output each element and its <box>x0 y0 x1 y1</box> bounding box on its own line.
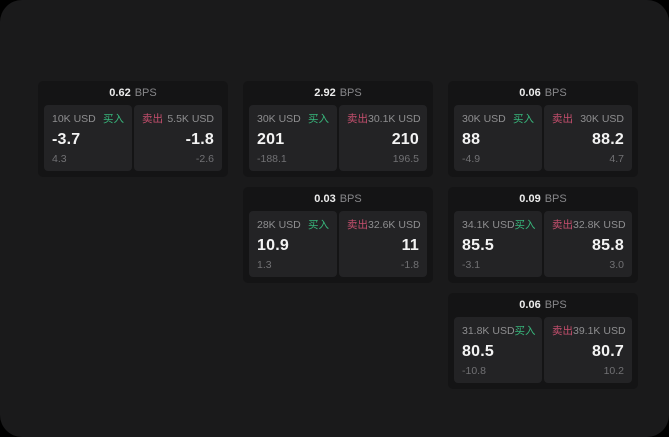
quote-cards-grid: 0.62 BPS 10K USD 买入 -3.7 4.3 卖出 5.5K USD <box>38 81 638 389</box>
sell-size: 30K USD <box>580 112 624 125</box>
buy-quote-panel[interactable]: 28K USD 买入 10.9 1.3 <box>249 211 337 277</box>
spread-card-1: 0.62 BPS 10K USD 买入 -3.7 4.3 卖出 5.5K USD <box>38 81 228 177</box>
buy-quote-panel[interactable]: 31.8K USD 买入 80.5 -10.8 <box>454 317 542 383</box>
bps-unit: BPS <box>544 299 567 311</box>
card-header: 0.06 BPS <box>448 293 638 317</box>
sell-sub-value: -2.6 <box>195 152 214 165</box>
buy-price: 10.9 <box>257 236 289 254</box>
sell-price: 11 <box>401 236 419 254</box>
sell-price: 210 <box>391 130 419 148</box>
sell-price: -1.8 <box>185 130 214 148</box>
buy-side-label: 买入 <box>103 113 124 125</box>
card-header: 0.09 BPS <box>448 187 638 211</box>
buy-sub-value: -10.8 <box>462 364 486 377</box>
spread-card-6: 0.06 BPS 31.8K USD 买入 80.5 -10.8 卖出 39.1… <box>448 293 638 389</box>
sell-side-label: 卖出 <box>552 113 573 125</box>
spread-card-2: 2.92 BPS 30K USD 买入 201 -188.1 卖出 30.1K … <box>243 81 433 177</box>
card-body: 30K USD 买入 88 -4.9 卖出 30K USD 88.2 4.7 <box>448 105 638 177</box>
buy-side-label: 买入 <box>513 113 534 125</box>
buy-sub-value: 4.3 <box>52 152 67 165</box>
buy-size: 10K USD <box>52 112 96 125</box>
bps-unit: BPS <box>544 87 567 99</box>
sell-side-label: 卖出 <box>347 113 368 125</box>
buy-size: 34.1K USD <box>462 218 515 231</box>
sell-quote-panel[interactable]: 卖出 32.6K USD 11 -1.8 <box>339 211 427 277</box>
bps-unit: BPS <box>134 87 157 99</box>
sell-quote-panel[interactable]: 卖出 39.1K USD 80.7 10.2 <box>544 317 632 383</box>
buy-side-label: 买入 <box>308 113 329 125</box>
card-body: 10K USD 买入 -3.7 4.3 卖出 5.5K USD -1.8 -2.… <box>38 105 228 177</box>
sell-side-label: 卖出 <box>552 219 573 231</box>
buy-size: 31.8K USD <box>462 324 515 337</box>
buy-price: 201 <box>257 130 285 148</box>
sell-size: 30.1K USD <box>368 112 421 125</box>
sell-quote-panel[interactable]: 卖出 5.5K USD -1.8 -2.6 <box>134 105 222 171</box>
sell-sub-value: 10.2 <box>603 364 624 377</box>
buy-quote-panel[interactable]: 10K USD 买入 -3.7 4.3 <box>44 105 132 171</box>
bps-value: 0.06 <box>519 87 541 99</box>
sell-size: 32.6K USD <box>368 218 421 231</box>
buy-side-label: 买入 <box>514 219 536 231</box>
buy-side-label: 买入 <box>514 325 536 337</box>
bps-unit: BPS <box>544 193 567 205</box>
buy-sub-value: -188.1 <box>257 152 287 165</box>
bps-unit: BPS <box>339 193 362 205</box>
buy-sub-value: -4.9 <box>462 152 481 165</box>
sell-sub-value: 4.7 <box>609 152 624 165</box>
buy-quote-panel[interactable]: 30K USD 买入 201 -188.1 <box>249 105 337 171</box>
sell-side-label: 卖出 <box>552 325 573 337</box>
card-header: 2.92 BPS <box>243 81 433 105</box>
card-header: 0.03 BPS <box>243 187 433 211</box>
buy-price: 80.5 <box>462 342 494 360</box>
spread-card-3: 0.06 BPS 30K USD 买入 88 -4.9 卖出 30K USD <box>448 81 638 177</box>
spread-card-4: 0.03 BPS 28K USD 买入 10.9 1.3 卖出 32.6K US… <box>243 187 433 283</box>
sell-size: 5.5K USD <box>167 112 214 125</box>
buy-size: 30K USD <box>257 112 301 125</box>
bps-value: 0.09 <box>519 193 541 205</box>
bps-value: 0.62 <box>109 87 131 99</box>
buy-side-label: 买入 <box>308 219 329 231</box>
sell-price: 88.2 <box>592 130 624 148</box>
card-body: 34.1K USD 买入 85.5 -3.1 卖出 32.8K USD 85.8… <box>448 211 638 283</box>
buy-size: 30K USD <box>462 112 506 125</box>
sell-sub-value: 3.0 <box>609 258 624 271</box>
sell-side-label: 卖出 <box>142 113 163 125</box>
bps-unit: BPS <box>339 87 362 99</box>
sell-quote-panel[interactable]: 卖出 32.8K USD 85.8 3.0 <box>544 211 632 277</box>
bps-value: 2.92 <box>314 87 336 99</box>
sell-sub-value: 196.5 <box>392 152 419 165</box>
sell-price: 80.7 <box>592 342 624 360</box>
card-header: 0.06 BPS <box>448 81 638 105</box>
spread-card-5: 0.09 BPS 34.1K USD 买入 85.5 -3.1 卖出 32.8K… <box>448 187 638 283</box>
buy-price: 88 <box>462 130 481 148</box>
sell-quote-panel[interactable]: 卖出 30K USD 88.2 4.7 <box>544 105 632 171</box>
card-body: 30K USD 买入 201 -188.1 卖出 30.1K USD 210 1… <box>243 105 433 177</box>
sell-side-label: 卖出 <box>347 219 368 231</box>
card-body: 31.8K USD 买入 80.5 -10.8 卖出 39.1K USD 80.… <box>448 317 638 389</box>
sell-size: 32.8K USD <box>573 218 626 231</box>
sell-quote-panel[interactable]: 卖出 30.1K USD 210 196.5 <box>339 105 427 171</box>
sell-size: 39.1K USD <box>573 324 626 337</box>
bps-value: 0.06 <box>519 299 541 311</box>
buy-quote-panel[interactable]: 30K USD 买入 88 -4.9 <box>454 105 542 171</box>
buy-sub-value: 1.3 <box>257 258 272 271</box>
sell-sub-value: -1.8 <box>400 258 419 271</box>
buy-price: -3.7 <box>52 130 81 148</box>
sell-price: 85.8 <box>592 236 624 254</box>
card-header: 0.62 BPS <box>38 81 228 105</box>
card-body: 28K USD 买入 10.9 1.3 卖出 32.6K USD 11 -1.8 <box>243 211 433 283</box>
buy-sub-value: -3.1 <box>462 258 481 271</box>
buy-price: 85.5 <box>462 236 494 254</box>
buy-size: 28K USD <box>257 218 301 231</box>
buy-quote-panel[interactable]: 34.1K USD 买入 85.5 -3.1 <box>454 211 542 277</box>
bps-value: 0.03 <box>314 193 336 205</box>
